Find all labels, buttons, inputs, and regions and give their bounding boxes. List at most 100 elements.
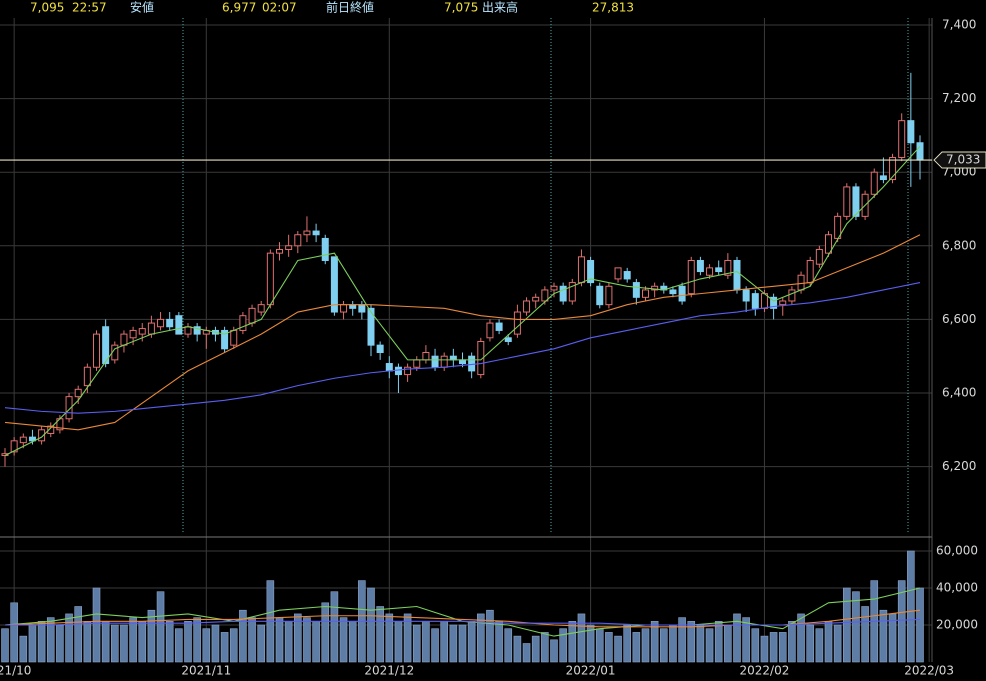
volume-bar xyxy=(687,620,696,663)
candle-body xyxy=(340,304,348,313)
candle-body xyxy=(312,230,320,236)
volume-bar xyxy=(449,624,458,663)
y-tick-label: 7,400 xyxy=(942,18,976,32)
y-tick-label: 40,000 xyxy=(936,581,978,595)
volume-bar xyxy=(239,609,247,663)
volume-bar xyxy=(385,613,394,663)
volume-bar xyxy=(907,550,915,663)
volume-bar xyxy=(458,624,467,663)
volume-bar xyxy=(861,606,869,663)
volume-bar xyxy=(193,617,201,663)
volume-bar xyxy=(303,617,311,663)
candle-body xyxy=(248,307,256,324)
volume-bar xyxy=(623,624,632,663)
candle-body xyxy=(696,260,704,273)
candle-body xyxy=(330,256,338,313)
volume-bar xyxy=(531,635,540,663)
candle-body xyxy=(266,252,274,306)
volume-bar xyxy=(595,628,604,663)
volume-bar xyxy=(293,613,302,663)
candle-body xyxy=(10,440,18,453)
candle-body xyxy=(120,333,128,346)
candle-body xyxy=(916,142,924,161)
volume-bar xyxy=(412,624,421,663)
volume-bar xyxy=(541,632,549,663)
ma-line xyxy=(4,282,921,414)
candle-body xyxy=(495,322,503,331)
candle-body xyxy=(285,245,293,250)
candle-body xyxy=(642,289,649,298)
candle-body xyxy=(733,260,741,291)
volume-bar xyxy=(778,632,787,663)
volume-bar xyxy=(175,628,183,663)
volume-bar xyxy=(138,620,147,663)
volume-bar xyxy=(733,613,741,663)
volume-bar xyxy=(797,613,805,663)
candle-body xyxy=(715,267,723,273)
candle-body xyxy=(102,326,110,365)
candle-body xyxy=(898,120,906,158)
volume-bar xyxy=(486,609,494,663)
candle-body xyxy=(797,274,805,291)
volume-bar xyxy=(46,617,55,663)
volume-bar xyxy=(769,632,778,663)
candle-body xyxy=(477,340,485,376)
volume-bar xyxy=(504,628,513,663)
candle-body xyxy=(678,285,686,302)
candle-body xyxy=(614,267,622,280)
last-price-marker xyxy=(933,151,986,169)
volume-bar xyxy=(916,587,924,663)
candle-body xyxy=(385,363,393,372)
y-tick-label: 6,600 xyxy=(942,312,976,326)
volume-bar xyxy=(19,635,28,663)
candle-body xyxy=(751,293,759,309)
header-text: 安値 xyxy=(130,0,154,15)
candle-body xyxy=(138,328,146,335)
candle-body xyxy=(358,304,366,313)
candle-body xyxy=(568,282,576,302)
candle-body xyxy=(559,285,567,302)
candle-body xyxy=(74,388,82,398)
candle-body xyxy=(47,425,55,434)
volume-bar xyxy=(1,628,9,663)
candle-body xyxy=(19,436,27,444)
candle-body xyxy=(742,289,750,302)
volume-bar xyxy=(165,620,174,663)
candle-body xyxy=(623,271,631,280)
candle-body xyxy=(157,318,165,328)
candle-body xyxy=(468,355,476,372)
candle-body xyxy=(779,300,787,306)
y-tick-label: 6,800 xyxy=(942,238,976,252)
volume-bar xyxy=(65,613,73,663)
candle-body xyxy=(440,355,448,368)
candle-body xyxy=(394,366,402,376)
x-tick-label: 2021/11 xyxy=(181,664,231,678)
volume-bar xyxy=(284,620,293,663)
volume-bar xyxy=(806,624,815,663)
candle-body xyxy=(879,175,887,181)
volume-bar xyxy=(669,624,677,663)
volume-bar xyxy=(312,620,320,663)
candle-body xyxy=(577,256,585,284)
volume-bar xyxy=(56,624,64,663)
volume-bar xyxy=(367,587,375,663)
candle-body xyxy=(852,186,860,217)
candle-body xyxy=(367,307,375,346)
volume-bar xyxy=(321,602,330,663)
candle-body xyxy=(257,304,265,313)
volume-bar xyxy=(156,591,165,663)
x-tick-label: 2021/12 xyxy=(364,664,414,678)
volume-bar xyxy=(714,620,723,663)
candle-body xyxy=(706,267,714,276)
candle-body xyxy=(788,289,796,302)
volume-bar xyxy=(897,580,906,663)
volume-bar xyxy=(129,617,137,663)
candle-body xyxy=(147,322,155,335)
volume-bar xyxy=(852,591,860,663)
candle-body xyxy=(349,304,357,309)
candle-body xyxy=(605,285,613,306)
volume-bar xyxy=(403,613,412,663)
volume-bar xyxy=(431,628,439,663)
volume-bar xyxy=(513,635,522,663)
candle-body xyxy=(815,248,823,265)
